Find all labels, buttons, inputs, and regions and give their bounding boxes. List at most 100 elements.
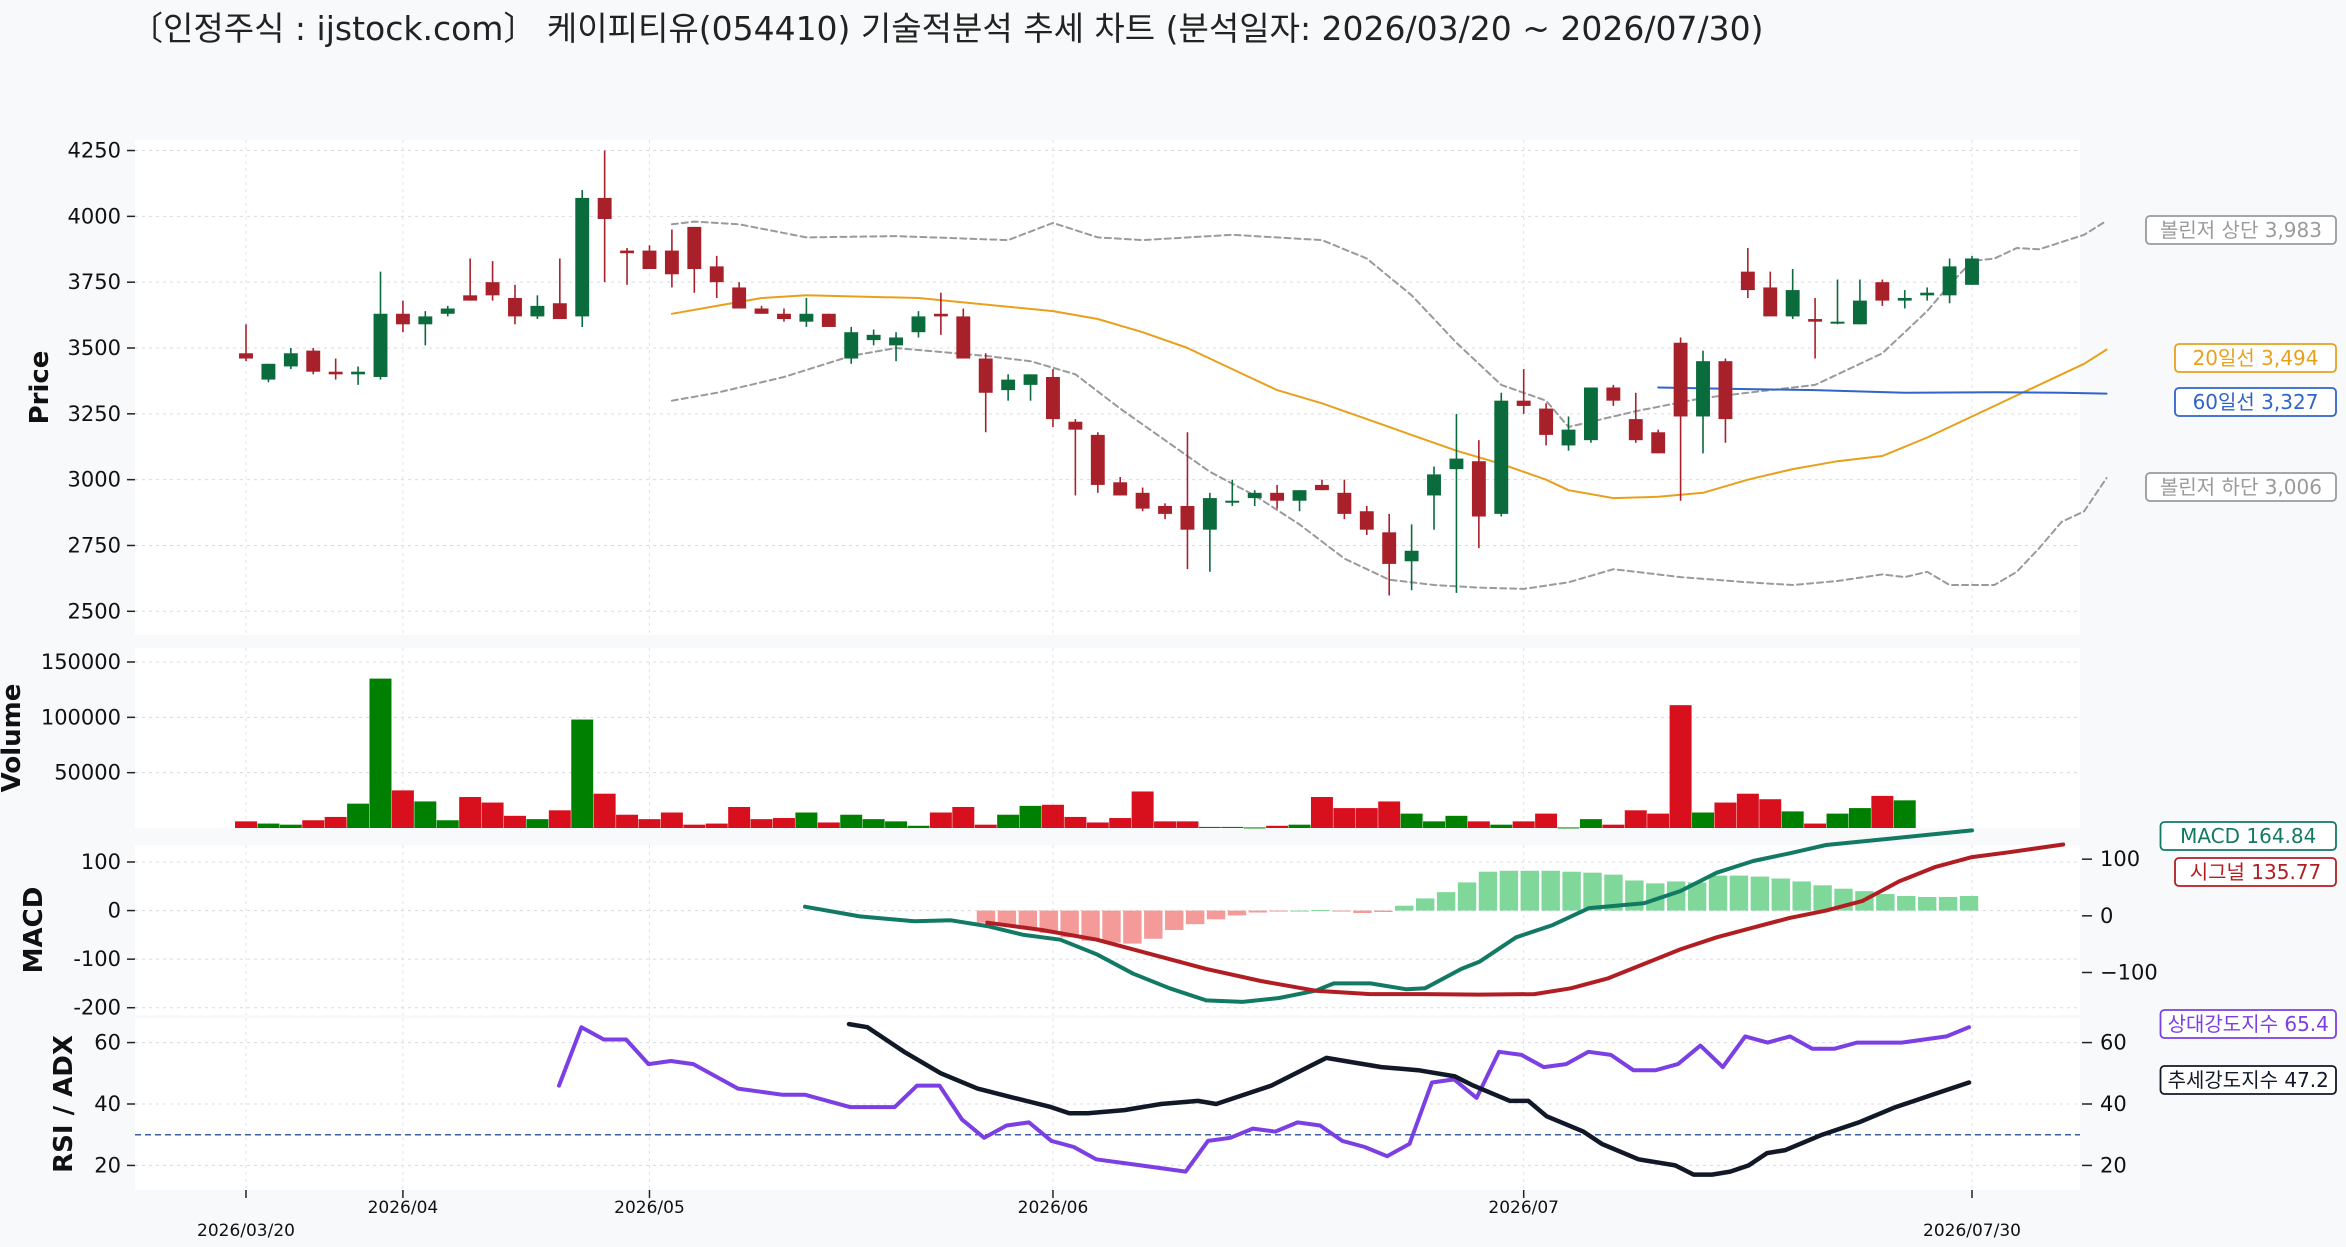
- candle-body: [1337, 492, 1352, 514]
- macd-histogram-bar: [1750, 876, 1770, 911]
- volume-bar: [1871, 795, 1894, 828]
- volume-bar: [1198, 826, 1221, 828]
- volume-bar: [1064, 816, 1087, 828]
- macd-histogram-bar: [1708, 875, 1728, 911]
- macd-line: [803, 828, 1974, 1004]
- volume-bar: [1535, 813, 1558, 828]
- volume-bar: [1490, 824, 1513, 828]
- macd-histogram-bar: [1938, 896, 1958, 911]
- volume-bar: [414, 801, 437, 828]
- candle-body: [799, 313, 814, 322]
- candle-body: [844, 332, 859, 359]
- macd-histogram-bar: [1060, 910, 1079, 938]
- legend-box: [2159, 1065, 2337, 1095]
- volume-bar: [369, 678, 392, 828]
- x-tick-label: 2026/05: [614, 1198, 685, 1218]
- candle-body: [1404, 550, 1419, 562]
- macd-histogram-bar: [1039, 910, 1058, 933]
- candle-body: [1225, 500, 1240, 503]
- candle-body: [821, 313, 836, 327]
- volume-bar: [1109, 818, 1132, 828]
- candle-body: [709, 266, 724, 283]
- x-tick-label: 2026/07: [1488, 1198, 1559, 1218]
- right-y-tick-label: 60: [2100, 1031, 2127, 1055]
- vol-plot-area: [135, 648, 2080, 828]
- y-tick-label: 2500: [68, 599, 121, 623]
- macd-histogram-bar: [997, 910, 1017, 926]
- x-tick-label: 2026/06: [1018, 1198, 1089, 1218]
- candle-body: [1247, 492, 1262, 499]
- y-axis-label: Volume: [0, 684, 27, 793]
- volume-bar: [997, 814, 1020, 828]
- volume-bar: [817, 822, 840, 828]
- bollinger-lower-line: [670, 347, 2108, 590]
- volume-bar: [1781, 811, 1804, 828]
- volume-bar: [1445, 815, 1468, 828]
- volume-bar: [571, 719, 594, 828]
- candle-body: [1516, 400, 1531, 406]
- candle-body: [351, 371, 366, 375]
- y-tick-label: 60: [94, 1031, 121, 1055]
- volume-bar: [1804, 823, 1827, 828]
- y-tick-label: -200: [73, 996, 121, 1020]
- y-tick-label: -100: [73, 947, 121, 971]
- macd-histogram-bar: [1227, 910, 1247, 916]
- volume-bar: [324, 816, 347, 828]
- volume-bar: [1669, 705, 1692, 828]
- volume-bar: [1557, 827, 1580, 829]
- candle-body: [732, 287, 747, 309]
- y-tick-label: 3750: [68, 270, 121, 294]
- macd-histogram-bar: [1562, 871, 1581, 911]
- volume-bar: [1647, 813, 1670, 828]
- volume-bar: [1131, 791, 1154, 828]
- candle-body: [1808, 319, 1823, 322]
- candle-body: [1628, 419, 1643, 441]
- volume-bar: [235, 821, 257, 828]
- date-axis: 2026/03/20 2026/04 2026/05 2026/06 2026/07 20…: [197, 1190, 2021, 1241]
- legend-label: 시그널 135.77: [2190, 860, 2322, 884]
- volume-bar: [728, 806, 751, 828]
- candle-body: [575, 197, 590, 317]
- volume-bar: [840, 814, 863, 828]
- volume-bar: [1378, 801, 1401, 828]
- volume-bar: [974, 824, 997, 828]
- candle-body: [530, 305, 545, 317]
- y-axis-label: Price: [25, 351, 55, 425]
- legend-label: 볼린저 상단 3,983: [2160, 218, 2322, 242]
- candle-body: [664, 250, 679, 275]
- candle-body: [395, 313, 410, 325]
- y-tick-label: 100000: [41, 705, 121, 729]
- candle-body: [239, 353, 253, 359]
- right-y-tick-label: 40: [2100, 1092, 2127, 1116]
- candle-body: [866, 334, 881, 341]
- candle-body: [1001, 379, 1016, 391]
- volume-bar: [1624, 810, 1647, 828]
- y-tick-label: 40: [94, 1092, 121, 1116]
- candle-body: [1740, 271, 1755, 291]
- volume-bar: [459, 797, 482, 828]
- legend-box: [2159, 821, 2337, 851]
- volume-bar: [257, 823, 280, 828]
- candle-body: [1965, 258, 1979, 285]
- volume-bar: [1243, 827, 1266, 829]
- volume-bar: [1423, 821, 1446, 828]
- candle-body: [306, 350, 321, 372]
- candle-body: [283, 353, 298, 367]
- volume-bar: [302, 820, 325, 828]
- macd-histogram-bar: [1123, 910, 1142, 944]
- candle-body: [485, 282, 500, 296]
- volume-bar: [593, 793, 616, 828]
- macd-histogram-bar: [1165, 910, 1184, 930]
- legend-box: [2174, 387, 2337, 417]
- candle-body: [754, 308, 769, 314]
- volume-bar: [1759, 799, 1782, 828]
- candle-body: [1292, 490, 1307, 501]
- volume-bar: [1154, 821, 1177, 828]
- candle-body: [508, 297, 522, 317]
- volume-bar: [683, 824, 706, 828]
- candle-body: [1449, 458, 1464, 470]
- volume-bar: [907, 825, 930, 828]
- candle-body: [1202, 498, 1217, 530]
- volume-bar: [705, 823, 728, 828]
- candle-body: [1651, 432, 1666, 454]
